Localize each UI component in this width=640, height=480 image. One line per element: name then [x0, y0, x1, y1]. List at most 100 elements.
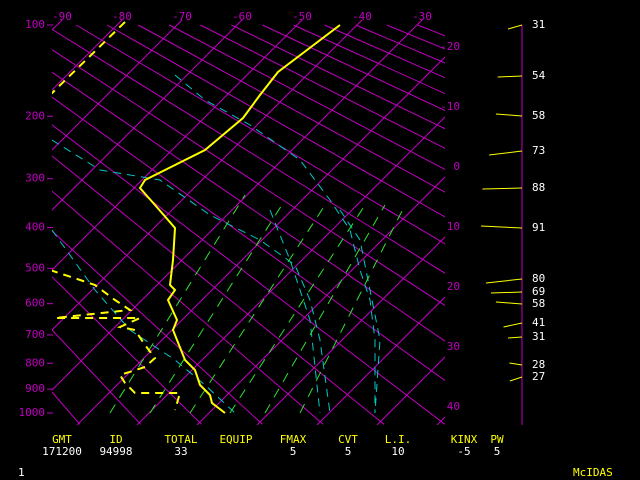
wind-speed: 88: [532, 181, 545, 194]
temperature-right-label: 40: [447, 400, 460, 413]
page-number: 1: [18, 466, 25, 479]
temperature-top-label: -70: [172, 10, 192, 23]
wind-barb: [495, 113, 523, 117]
dry-adiabat: [52, 276, 202, 425]
wind-barb: [490, 291, 523, 294]
dry-adiabat: [231, 24, 445, 130]
isotherm: [376, 356, 445, 425]
footer-header: FMAX: [280, 433, 307, 446]
dry-adiabat: [52, 124, 445, 425]
profiles: [52, 21, 406, 414]
wind-barb: [509, 376, 523, 382]
pressure-label: 700: [25, 328, 45, 341]
pressure-label: 1000: [19, 406, 46, 419]
wind-speed: 80: [532, 272, 545, 285]
footer-header: ID: [109, 433, 122, 446]
temperature-top-label: -80: [112, 10, 132, 23]
wind-barb: [481, 225, 523, 229]
dry-adiabat: [138, 24, 445, 193]
pressure-label: 300: [25, 172, 45, 185]
dry-adiabat: [293, 24, 445, 95]
wind-speed: 28: [532, 358, 545, 371]
dry-adiabat: [262, 24, 445, 112]
footer-value: 5: [290, 445, 297, 458]
wind-barbs: [481, 24, 523, 382]
mixing-ratio-lines: [109, 194, 406, 414]
isotherm: [316, 296, 445, 425]
dry-adiabat: [52, 155, 385, 425]
wind-speed: 69: [532, 285, 545, 298]
dry-adiabat: [52, 190, 324, 425]
temperature-right-label: 0: [453, 160, 460, 173]
temperature-top-label: -40: [352, 10, 372, 23]
footer-value: 33: [174, 445, 187, 458]
wind-speed: 58: [532, 109, 545, 122]
mixing-ratio: [109, 194, 246, 414]
footer-value: 10: [391, 445, 404, 458]
moist-adiabat: [269, 209, 321, 414]
pressure-label: 600: [25, 297, 45, 310]
dry-adiabat: [324, 24, 445, 79]
footer-value: -5: [457, 445, 470, 458]
footer-value: 5: [345, 445, 352, 458]
wind-barb: [489, 150, 523, 156]
wind-speed: 41: [532, 316, 545, 329]
wind-speed: 31: [532, 330, 545, 343]
footer-header: GMT: [52, 433, 72, 446]
pressure-label: 400: [25, 221, 45, 234]
wind-barb: [508, 336, 523, 339]
mixing-ratio: [229, 204, 366, 414]
temperature-top-label: -60: [232, 10, 252, 23]
dry-adiabat: [169, 24, 445, 170]
temperature-top-label: -90: [52, 10, 72, 23]
dry-adiabat: [52, 71, 445, 342]
temperature-right-label: -20: [440, 40, 460, 53]
isotherm: [542, 15, 640, 440]
wind-speed: 58: [532, 297, 545, 310]
mixing-ratio: [189, 204, 326, 414]
dry-adiabat: [0, 25, 19, 424]
footer-header: EQUIP: [219, 433, 252, 446]
isotherm: [52, 20, 363, 331]
temperature-right-label: -10: [440, 100, 460, 113]
dewpoint-upper: [52, 21, 126, 95]
footer-header: CVT: [338, 433, 358, 446]
wind-speed: 73: [532, 144, 545, 157]
isotherm: [52, 20, 183, 151]
wind-speed: 27: [532, 370, 545, 383]
mixing-ratio: [264, 204, 386, 414]
dry-adiabat: [52, 28, 445, 274]
wind-speed: 91: [532, 221, 545, 234]
moist-adiabats: [52, 74, 381, 414]
dry-adiabat: [355, 24, 445, 64]
moist-adiabat: [174, 74, 376, 413]
mixing-ratio: [299, 204, 406, 414]
diagram-grid: [0, 15, 640, 440]
dry-adiabat: [52, 329, 142, 425]
isotherm: [136, 116, 445, 425]
footer-value: 5: [494, 445, 501, 458]
dry-adiabat: [75, 24, 445, 245]
dry-adiabat: [106, 24, 445, 218]
footer-header: KINX: [451, 433, 478, 446]
dry-adiabat: [200, 24, 445, 149]
pressure-label: 500: [25, 261, 45, 274]
isotherm: [52, 20, 243, 211]
brand: McIDAS: [573, 466, 613, 479]
dewpoint-profile: [52, 269, 182, 411]
wind-barb: [497, 75, 523, 78]
footer-header: PW: [490, 433, 504, 446]
temperature-right-label: 10: [447, 220, 460, 233]
footer-value: 94998: [99, 445, 132, 458]
moist-adiabat: [339, 209, 381, 414]
isotherm: [256, 236, 445, 425]
wind-speed: 54: [532, 69, 546, 82]
temperature-profile: [138, 24, 341, 414]
temperature-right-label: 20: [447, 280, 460, 293]
mixing-ratio: [149, 199, 286, 414]
isotherm: [196, 176, 445, 425]
footer-header: L.I.: [385, 433, 412, 446]
pressure-label: 100: [25, 18, 45, 31]
pressure-label: 900: [25, 382, 45, 395]
